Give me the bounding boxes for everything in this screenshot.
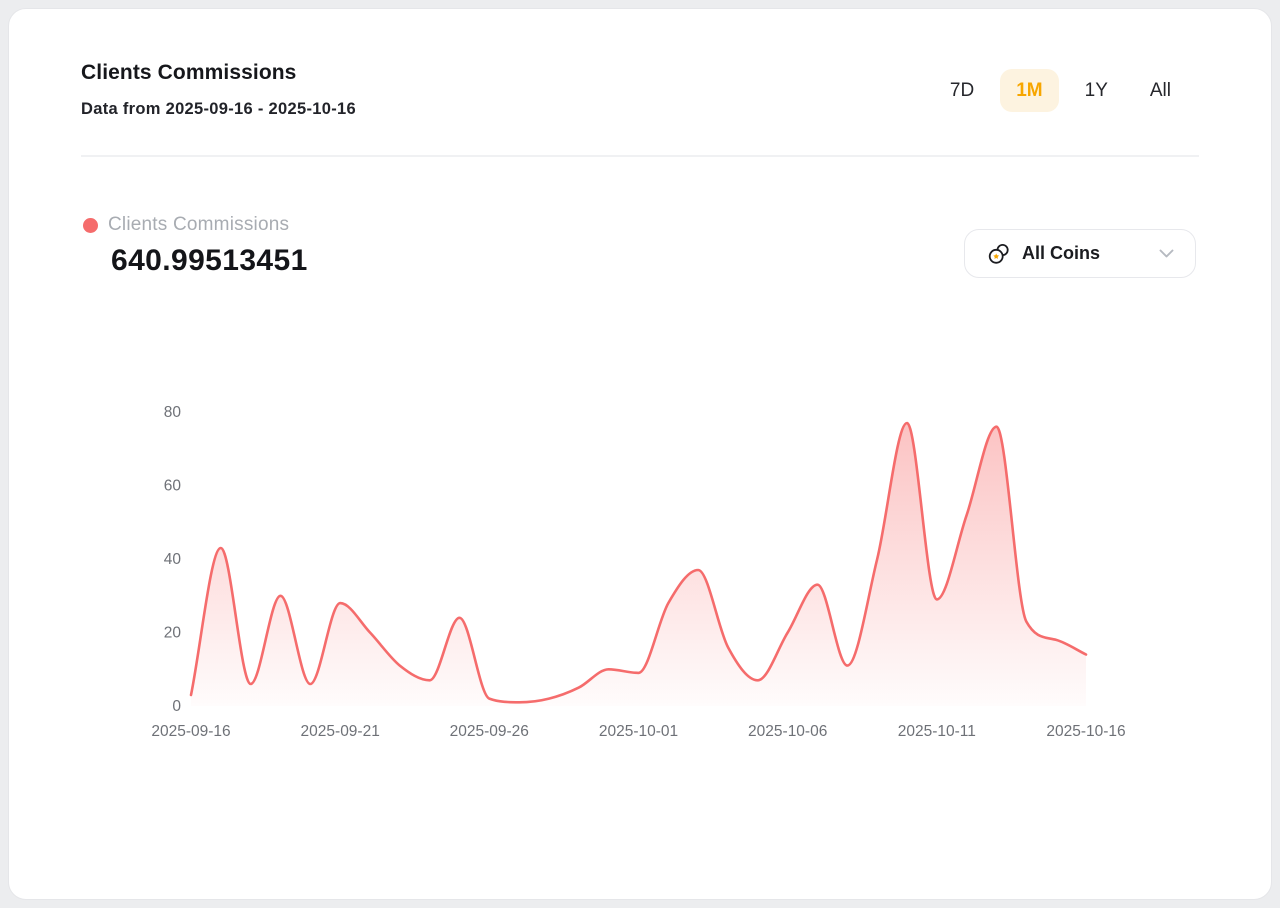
coin-filter-label: All Coins	[1022, 243, 1101, 263]
x-tick-label: 2025-10-11	[898, 723, 976, 740]
coin-filter-dropdown[interactable]: All Coins	[964, 229, 1196, 278]
x-tick-label: 2025-10-01	[599, 723, 678, 740]
chevron-down-icon	[1158, 248, 1175, 259]
chart-area-fill	[191, 423, 1086, 706]
range-option-1y[interactable]: 1Y	[1069, 69, 1124, 112]
chart-line[interactable]	[189, 421, 1088, 704]
coins-icon	[987, 242, 1011, 266]
x-tick-label: 2025-09-16	[151, 723, 230, 740]
total-commissions-value: 640.99513451	[111, 244, 308, 277]
y-tick-label: 0	[172, 698, 181, 715]
y-tick-label: 60	[164, 478, 182, 495]
time-range-selector: 7D 1M 1Y All	[934, 69, 1187, 112]
date-range-subtitle: Data from 2025-09-16 - 2025-10-16	[81, 100, 356, 118]
y-tick-label: 20	[164, 625, 182, 642]
card-header: Clients Commissions Data from 2025-09-16…	[81, 61, 356, 119]
clients-commissions-card: Clients Commissions Data from 2025-09-16…	[8, 8, 1272, 900]
y-axis-ticks: 0 20 40 60 80	[164, 404, 182, 715]
range-option-1m[interactable]: 1M	[1000, 69, 1059, 112]
header-divider	[81, 155, 1199, 157]
series-color-dot	[83, 217, 98, 233]
series-legend: Clients Commissions 640.99513451	[81, 214, 308, 278]
range-option-all[interactable]: All	[1134, 69, 1187, 112]
y-tick-label: 80	[164, 404, 182, 421]
series-label: Clients Commissions	[108, 214, 290, 235]
x-tick-label: 2025-10-06	[748, 723, 827, 740]
commissions-area-chart: 0 20 40 60 80 2025-09-16 2025-09-21 2025-09-26…	[151, 404, 1125, 740]
x-tick-label: 2025-10-16	[1046, 723, 1125, 740]
range-option-7d[interactable]: 7D	[934, 69, 990, 112]
page-title: Clients Commissions	[81, 61, 297, 84]
legend-row: Clients Commissions	[81, 214, 308, 236]
y-tick-label: 40	[164, 551, 182, 568]
x-tick-label: 2025-09-21	[301, 723, 380, 740]
x-axis-ticks: 2025-09-16 2025-09-21 2025-09-26 2025-10-01…	[151, 723, 1125, 740]
x-tick-label: 2025-09-26	[450, 723, 529, 740]
